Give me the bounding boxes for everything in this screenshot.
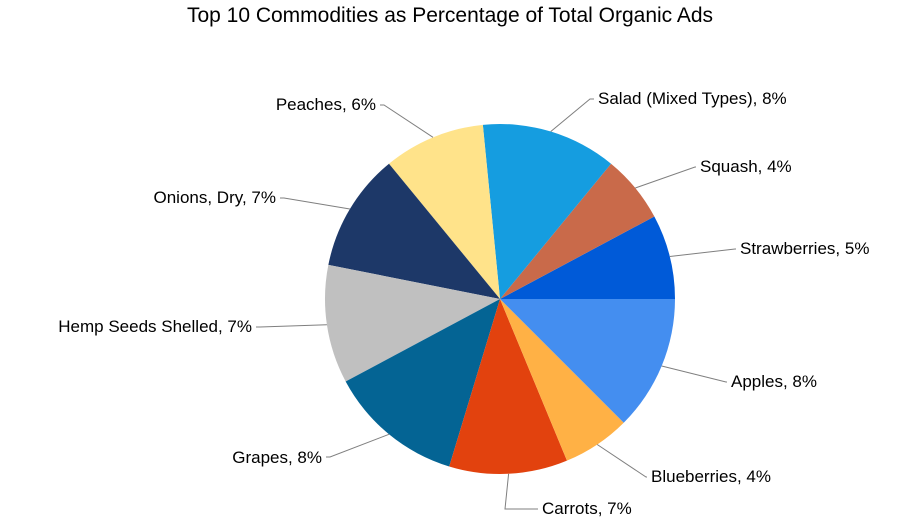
chart-title: Top 10 Commodities as Percentage of Tota… (186, 4, 714, 27)
data-label: Squash, 4% (700, 157, 792, 176)
pie-slice-onions-dry (328, 163, 500, 299)
data-label: Onions, Dry, 7% (153, 188, 276, 207)
pie-slice-hemp-seeds-shelled (324, 264, 500, 382)
leader-line (380, 104, 434, 138)
data-label: Grapes, 8% (232, 448, 322, 467)
pie-slice-blueberries (500, 299, 624, 461)
pie-slice-peaches (388, 124, 500, 299)
leader-line (596, 444, 647, 478)
leader-line (550, 98, 594, 132)
pie-slice-apples (500, 299, 675, 423)
data-label: Apples, 8% (731, 372, 817, 391)
pie-slice-strawberries (500, 216, 675, 299)
data-label: Peaches, 6% (276, 95, 376, 114)
data-label: Hemp Seeds Shelled, 7% (58, 317, 252, 336)
data-label: Blueberries, 4% (651, 467, 771, 486)
data-label: Salad (Mixed Types), 8% (598, 89, 787, 108)
pie-slice-carrots (449, 299, 567, 474)
leader-line (661, 365, 727, 383)
leader-line (669, 248, 736, 257)
data-label: Carrots, 7% (542, 499, 632, 518)
pie-slice-squash (500, 163, 655, 299)
leader-line (280, 197, 350, 210)
leader-line (256, 324, 327, 328)
leader-line (326, 433, 390, 458)
leader-line (635, 166, 696, 189)
pie-slice-grapes (345, 299, 500, 467)
data-label: Strawberries, 5% (740, 239, 869, 258)
leader-line (504, 473, 538, 510)
pie-slice-salad-mixed-types (482, 123, 612, 300)
